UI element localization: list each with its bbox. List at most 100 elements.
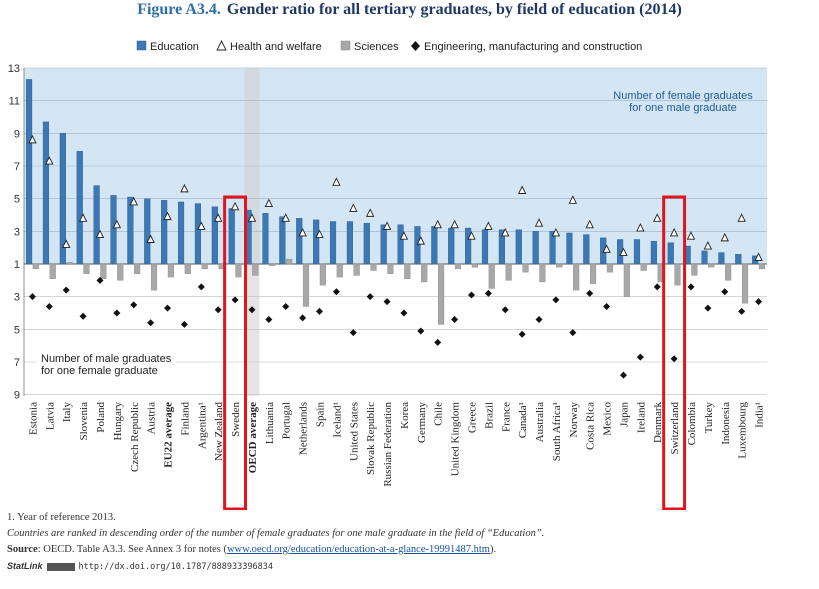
health-welfare-marker [332, 177, 341, 186]
engineering-marker [603, 302, 611, 310]
engineering-marker [214, 306, 222, 314]
health-welfare-marker [298, 227, 307, 237]
sciences-bar [708, 263, 715, 268]
footnote-ranking: Countries are ranked in descending order… [7, 528, 545, 539]
x-tick-label: Denmark [652, 402, 664, 443]
sciences-bar [454, 263, 462, 270]
sciences-bar [471, 263, 478, 268]
education-bar [515, 229, 522, 265]
sciences-bar [741, 263, 749, 304]
health-welfare-marker [78, 213, 88, 222]
source-link[interactable]: www.oecd.org/education/education-at-a-gl… [226, 544, 490, 555]
education-bar [59, 133, 66, 265]
health-welfare-marker [264, 198, 274, 208]
statlink-label: StatLink [7, 561, 43, 571]
sciences-bar [674, 263, 681, 286]
y-tick-label: 3 [14, 292, 20, 304]
sciences-bar [438, 263, 445, 325]
engineering-marker [721, 288, 729, 296]
education-bar [194, 203, 202, 265]
upper-annotation: Number of female graduates for one male g… [613, 90, 753, 114]
footnote-year: 1. Year of reference 2013. [7, 512, 116, 523]
sciences-bar [353, 263, 360, 276]
statlink-logo [46, 562, 75, 571]
legend-swatch-health [216, 39, 227, 51]
x-tick-label: India¹ [754, 402, 766, 428]
sciences-bar [117, 263, 124, 281]
engineering-marker [96, 276, 104, 284]
engineering-marker [130, 301, 138, 309]
sciences-bar [691, 263, 698, 276]
education-bar [110, 195, 117, 265]
sciences-bar [589, 263, 597, 284]
engineering-marker [569, 329, 577, 337]
x-tick-label: Russian Federation [382, 402, 394, 487]
engineering-marker [738, 307, 746, 315]
engineering-marker [180, 320, 188, 328]
sciences-bar [505, 263, 512, 281]
engineering-marker [383, 298, 391, 306]
health-welfare-marker [517, 185, 527, 194]
sciences-bar [134, 263, 141, 275]
education-bar [228, 208, 235, 265]
health-welfare-marker [636, 223, 645, 232]
engineering-marker [265, 316, 273, 324]
sciences-bar [319, 263, 326, 286]
education-bar [262, 213, 269, 265]
x-tick-label: Netherlands [298, 402, 310, 455]
sciences-bar [404, 263, 411, 279]
education-bar [380, 224, 387, 265]
health-welfare-marker [349, 203, 358, 212]
legend-label: Sciences [354, 41, 399, 53]
y-tick-label: 1 [14, 259, 20, 271]
engineering-marker [28, 293, 36, 301]
health-welfare-marker [467, 231, 476, 240]
highlight-box [223, 195, 248, 510]
engineering-marker [164, 304, 172, 312]
education-bar [448, 227, 455, 265]
education-bar [397, 224, 404, 265]
x-tick-label: Brazil [483, 402, 495, 429]
statlink-url[interactable]: http://dx.doi.org/10.1787/888933396834 [78, 562, 273, 572]
x-tick-label: United States [348, 402, 360, 461]
engineering-marker [619, 371, 627, 379]
x-tick-label: Colombia [686, 402, 698, 446]
engineering-marker [704, 304, 712, 312]
sciences-bar [387, 263, 394, 275]
sciences-bar [286, 258, 293, 265]
education-bar [211, 206, 218, 265]
education-bar [313, 219, 320, 265]
engineering-marker [45, 302, 53, 310]
education-bar [296, 218, 303, 265]
education-bar [127, 196, 134, 265]
education-bar [346, 221, 353, 265]
sciences-bar [758, 263, 765, 270]
health-welfare-marker [653, 213, 662, 222]
sciences-bar [83, 263, 90, 275]
y-tick-label: 7 [14, 161, 20, 173]
source-line: Source: OECD. Table A3.3. See Annex 3 fo… [7, 544, 496, 555]
oecd-average-band [244, 68, 260, 396]
sciences-bar [49, 263, 56, 279]
sciences-bar [623, 263, 630, 297]
health-welfare-marker [247, 213, 257, 222]
legend-label: Engineering, manufacturing and construct… [424, 41, 642, 53]
x-tick-label: Luxembourg [737, 402, 749, 459]
health-welfare-marker [28, 134, 37, 144]
figure-title: Gender ratio for all tertiary graduates,… [226, 1, 682, 18]
lower-annotation-bg [36, 350, 176, 378]
engineering-marker [349, 329, 357, 337]
x-tick-label: Austria [146, 402, 158, 435]
x-tick-label: Finland [179, 402, 191, 436]
education-bar [583, 234, 590, 265]
health-welfare-marker [534, 218, 544, 227]
education-bar [667, 242, 674, 265]
x-tick-label: France [500, 402, 512, 432]
x-tick-label: Ireland [635, 402, 647, 434]
engineering-marker [113, 309, 121, 317]
health-welfare-marker [501, 227, 510, 237]
health-welfare-marker [416, 236, 426, 245]
sciences-bar [573, 263, 580, 291]
engineering-marker [518, 330, 526, 338]
